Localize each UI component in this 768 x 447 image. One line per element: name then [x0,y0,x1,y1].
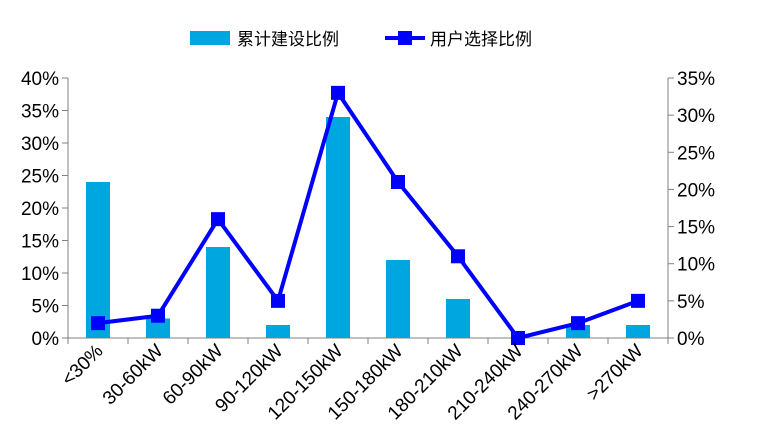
y-right-tick-label: 35% [677,69,715,90]
y-right-tick-label: 0% [677,329,705,350]
x-tick-label: >270kW [583,341,648,406]
bar [86,182,110,338]
bar [266,325,290,338]
bar-series [86,117,650,338]
y-left-tick-label: 20% [21,199,59,220]
axes [62,77,674,344]
y-right-tick-label: 30% [677,106,715,127]
y-right-tick-label: 25% [677,143,715,164]
line-point [91,316,105,331]
y-left-tick-label: 0% [32,329,60,350]
bar [626,325,650,338]
line-point [151,308,165,323]
legend-label-line: 用户选择比例 [430,30,532,50]
line-point [571,316,585,331]
y-left-tick-label: 40% [21,69,59,90]
y-right-tick-label: 5% [677,292,705,313]
y-left-tick-label: 25% [21,167,59,188]
y-left-tick-label: 15% [21,232,59,253]
legend-label-bar: 累计建设比例 [237,30,339,50]
bar [146,318,170,338]
y-left-tick-label: 35% [21,102,59,123]
y-right-tick-label: 10% [677,255,715,276]
tick-labels: 0% 5% 10% 15% 20% 25% 30% 35% 40% 0% 5% 10% 15% 20% 25… [21,69,715,424]
legend-swatch-marker [398,31,412,45]
line-point [631,293,645,308]
legend-swatch-bar [190,31,230,45]
bar [446,299,470,338]
bar [386,260,410,338]
bar [326,117,350,338]
line-point [211,212,225,227]
y-left-tick-label: 10% [21,264,59,285]
y-left-tick-label: 5% [32,297,60,318]
line-point [391,175,405,189]
legend: 累计建设比例 用户选择比例 [190,30,532,50]
y-right-tick-label: 20% [677,180,715,201]
x-tick-label: 30-60kW [99,341,168,410]
y-right-tick-label: 15% [677,218,715,239]
line-point [451,249,465,264]
line-point [511,331,525,345]
series-line [97,90,639,340]
line-point [331,85,345,100]
line-point [271,293,285,308]
y-left-tick-label: 30% [21,134,59,155]
x-tick-label: <30% [58,341,108,391]
bar [206,247,230,338]
line-series [91,85,645,345]
